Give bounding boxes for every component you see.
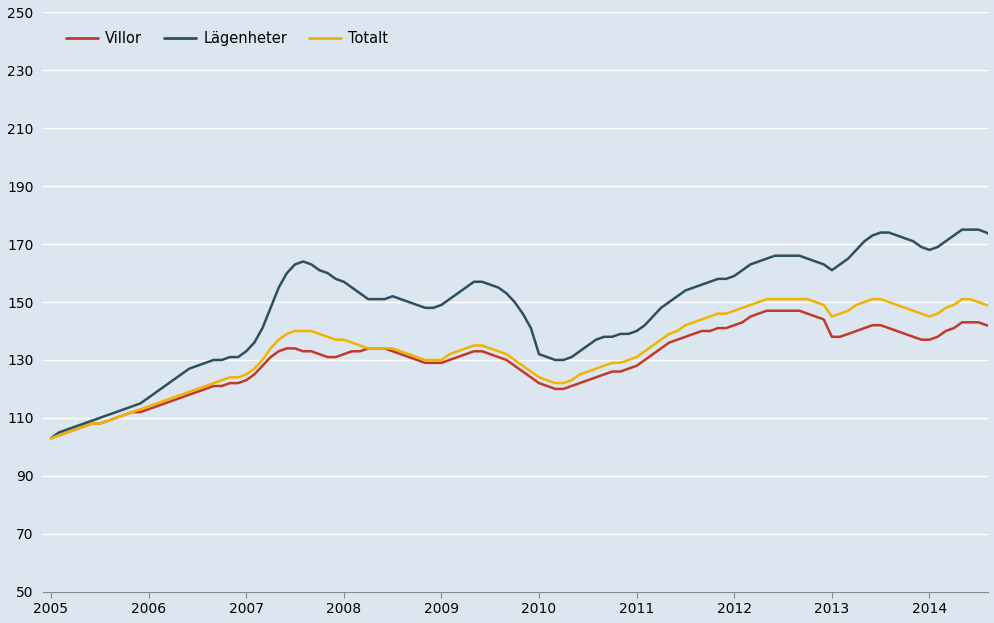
- Totalt: [817, 301, 829, 308]
- Totalt: [508, 356, 520, 364]
- Villor: [817, 316, 829, 323]
- Lägenheter: [45, 434, 57, 442]
- Lägenheter: [508, 298, 520, 306]
- Lägenheter: [288, 260, 300, 268]
- Line: Lägenheter: Lägenheter: [51, 70, 994, 438]
- Totalt: [45, 434, 57, 442]
- Villor: [435, 359, 447, 366]
- Villor: [841, 330, 853, 338]
- Villor: [288, 345, 300, 352]
- Line: Totalt: Totalt: [51, 227, 994, 438]
- Lägenheter: [841, 255, 853, 262]
- Totalt: [288, 327, 300, 335]
- Totalt: [841, 307, 853, 315]
- Line: Villor: Villor: [51, 247, 994, 438]
- Villor: [45, 434, 57, 442]
- Lägenheter: [435, 301, 447, 308]
- Totalt: [435, 356, 447, 364]
- Villor: [508, 362, 520, 369]
- Legend: Villor, Lägenheter, Totalt: Villor, Lägenheter, Totalt: [60, 26, 394, 52]
- Lägenheter: [817, 260, 829, 268]
